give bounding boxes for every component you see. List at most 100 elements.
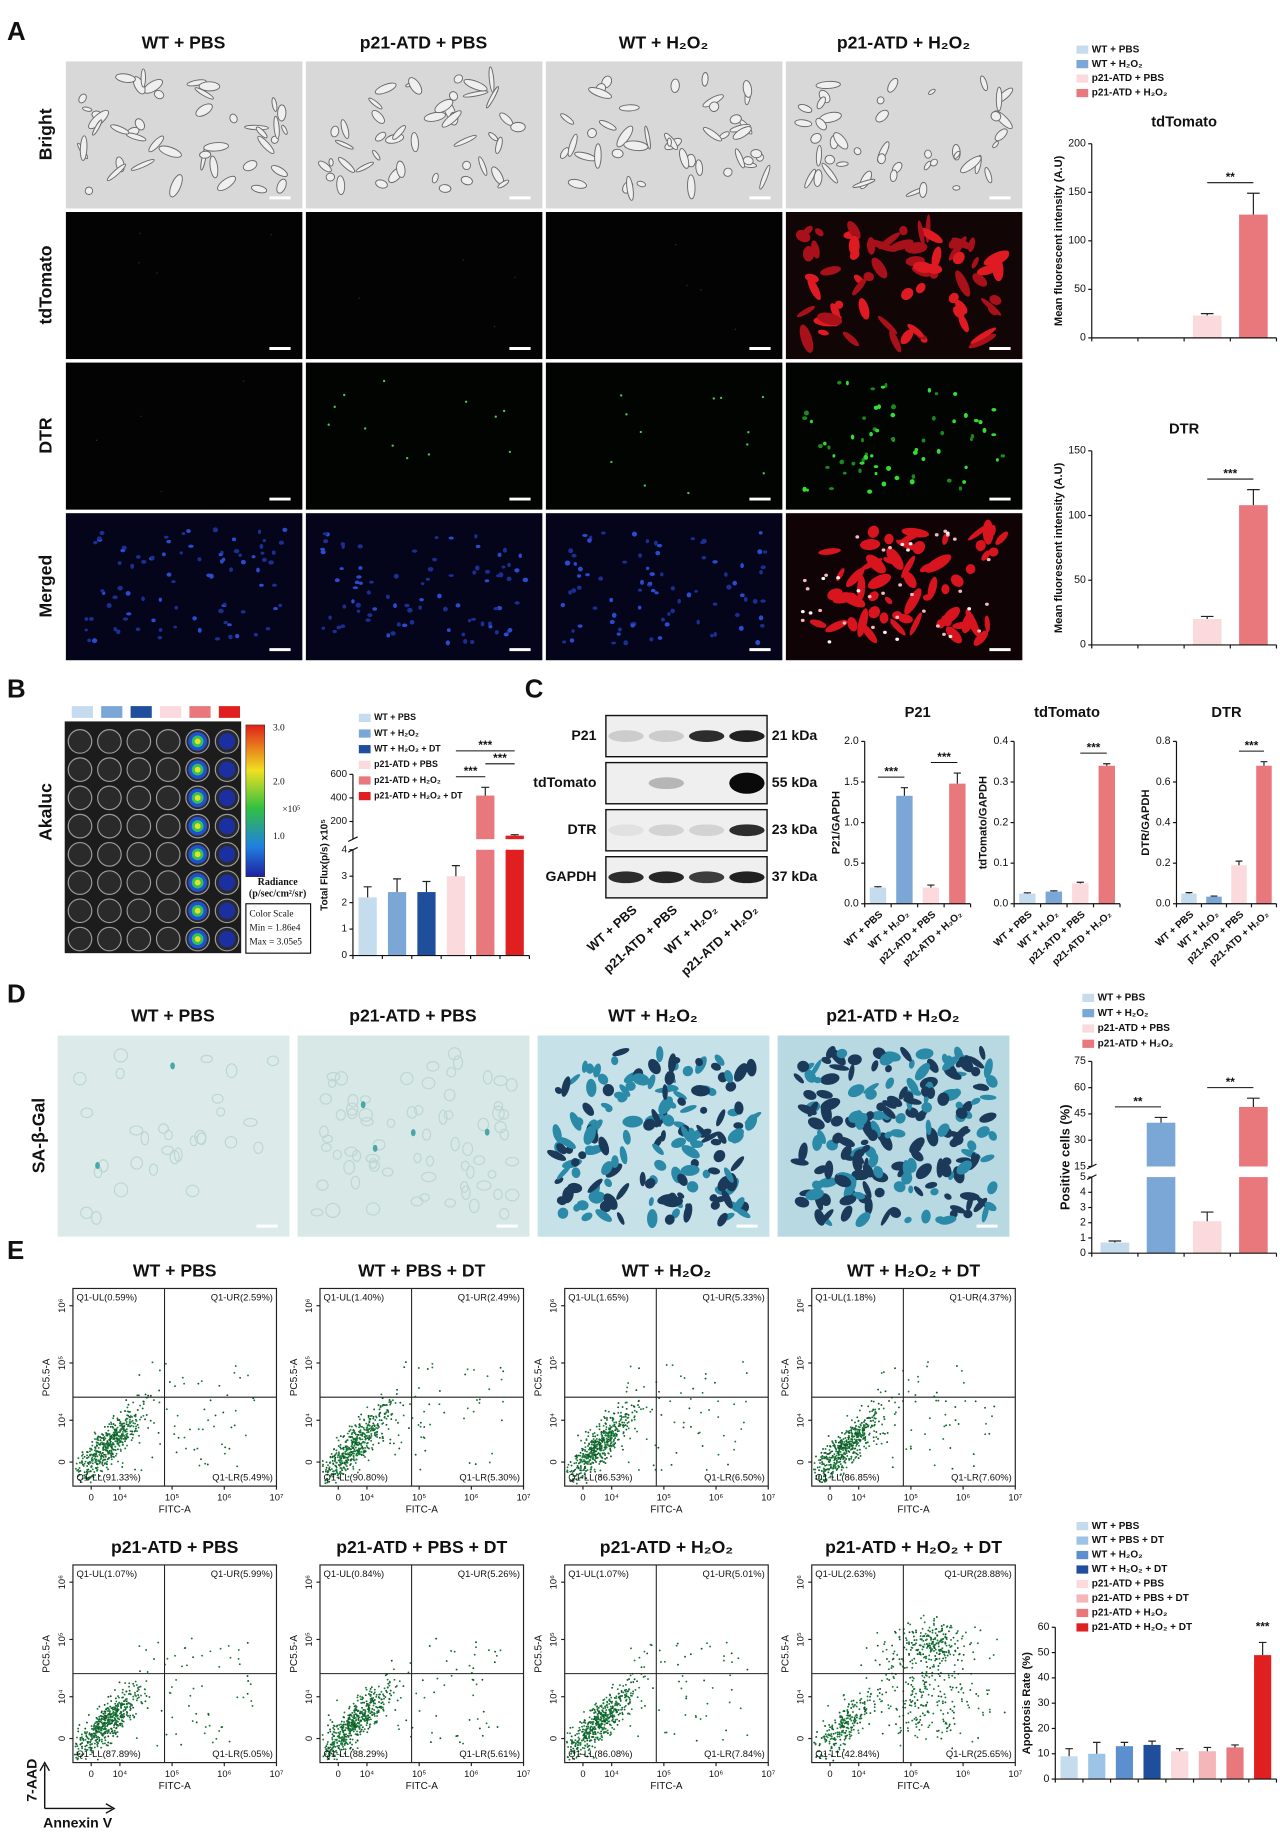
event [107, 1451, 110, 1454]
cell [347, 1094, 359, 1108]
cell [814, 1209, 826, 1226]
cell [647, 1209, 658, 1229]
cell [618, 104, 640, 112]
cell [710, 1062, 722, 1071]
event [92, 1728, 95, 1731]
event [102, 1715, 105, 1718]
cell [760, 599, 766, 603]
cell [413, 1104, 424, 1116]
event [612, 1445, 615, 1448]
cell [836, 1048, 848, 1059]
event [325, 1466, 328, 1469]
event [849, 1448, 852, 1451]
event [861, 1427, 864, 1430]
cell [115, 73, 136, 83]
cell [988, 547, 999, 557]
event [847, 1438, 850, 1441]
event [342, 1466, 345, 1469]
event [98, 1705, 101, 1708]
cell [832, 592, 857, 604]
event [851, 1446, 854, 1449]
cell [251, 555, 256, 559]
event [355, 1439, 358, 1442]
event [631, 1411, 634, 1414]
x-tick-label: 10⁵ [165, 1768, 179, 1779]
event [102, 1742, 104, 1745]
event [336, 1699, 339, 1702]
event [113, 1437, 116, 1440]
cell [849, 249, 860, 260]
event [337, 1453, 340, 1456]
cell [821, 1056, 832, 1065]
event [322, 1470, 325, 1473]
event [131, 1436, 134, 1439]
event [604, 1434, 607, 1436]
event [147, 1426, 150, 1429]
event [131, 1419, 134, 1422]
event [365, 1700, 368, 1703]
event [878, 1408, 880, 1410]
event [818, 1459, 820, 1462]
event [847, 1431, 850, 1434]
cell [138, 262, 140, 264]
event [358, 1423, 361, 1426]
cell [802, 246, 815, 262]
y-axis-label: PC5.5-A [289, 1358, 300, 1396]
event [101, 1461, 104, 1464]
cell [185, 1184, 200, 1198]
event [570, 1470, 573, 1472]
event [117, 1460, 119, 1463]
well [97, 870, 122, 895]
event [127, 1423, 130, 1426]
event [101, 1441, 103, 1444]
event [341, 1726, 344, 1729]
cell [584, 1145, 595, 1153]
event [128, 1716, 131, 1719]
y-axis-label: Positive cells (%) [1057, 1104, 1072, 1210]
event [129, 1418, 131, 1421]
cell [664, 1070, 675, 1086]
event [349, 1455, 352, 1457]
cell [858, 468, 862, 473]
event [246, 1675, 249, 1677]
cell [495, 136, 503, 154]
cell [654, 591, 659, 595]
micrograph [545, 513, 783, 661]
cell [904, 242, 928, 254]
event [346, 1743, 349, 1746]
event [107, 1730, 110, 1733]
event [95, 1452, 98, 1455]
cell [910, 1089, 922, 1096]
event [151, 1361, 154, 1364]
event [90, 1447, 92, 1450]
event [338, 1733, 341, 1736]
event [137, 1688, 140, 1691]
event [117, 1435, 120, 1438]
cell [343, 1160, 356, 1175]
event [418, 1387, 420, 1389]
y-tick-label: 10⁴ [303, 1413, 314, 1428]
x-tick-label: 10⁴ [113, 1768, 128, 1779]
event [98, 1718, 101, 1720]
event [612, 1434, 615, 1437]
event [854, 1456, 857, 1459]
event [96, 1758, 99, 1761]
cell [626, 175, 634, 201]
column-title: WT + H₂O₂ [608, 1005, 698, 1025]
event [701, 1391, 704, 1394]
cell [820, 266, 841, 276]
event [359, 1733, 362, 1736]
event [136, 1408, 139, 1411]
event [842, 1446, 845, 1449]
cell [964, 465, 968, 470]
event [382, 1694, 385, 1697]
cell [814, 1165, 828, 1175]
event [188, 1704, 190, 1707]
event [111, 1707, 114, 1709]
event [85, 1476, 88, 1479]
event [362, 1447, 364, 1450]
y-tick-label: 0.4 [1156, 816, 1171, 828]
event [96, 1723, 99, 1726]
cell [915, 282, 926, 294]
event [854, 1431, 857, 1434]
